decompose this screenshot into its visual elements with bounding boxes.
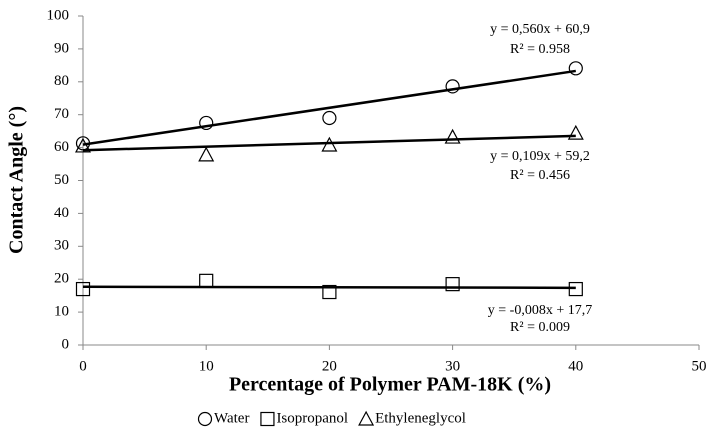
x-axis-title: Percentage of Polymer PAM-18K (%) bbox=[229, 374, 551, 396]
point bbox=[568, 281, 583, 297]
point bbox=[445, 79, 460, 94]
trendline-equation: y = 0,109x + 59,2 bbox=[490, 149, 590, 164]
legend-symbol bbox=[358, 410, 375, 426]
point bbox=[568, 61, 583, 76]
y-tick-label: 80 bbox=[54, 73, 69, 89]
trendline-r2: R² = 0.958 bbox=[510, 42, 570, 57]
point bbox=[444, 128, 461, 144]
point bbox=[75, 281, 91, 297]
legend-label: Water bbox=[214, 410, 249, 426]
trendline-equation: y = 0,560x + 60,9 bbox=[490, 22, 590, 37]
point bbox=[199, 115, 214, 131]
trendline-r2: R² = 0.456 bbox=[510, 168, 570, 183]
point bbox=[321, 136, 338, 152]
legend-label: Ethyleneglycol bbox=[375, 410, 466, 426]
x-tick-label: 30 bbox=[445, 358, 460, 374]
y-tick-label: 90 bbox=[54, 40, 69, 56]
trendline bbox=[82, 69, 576, 146]
point bbox=[74, 137, 92, 153]
point bbox=[567, 124, 584, 140]
point bbox=[322, 284, 337, 300]
legend-symbol bbox=[260, 411, 275, 427]
point bbox=[198, 146, 215, 162]
y-tick-label: 70 bbox=[54, 106, 69, 122]
x-tick-label: 10 bbox=[199, 358, 214, 374]
trendline bbox=[82, 134, 576, 152]
y-tick-label: 40 bbox=[54, 205, 69, 221]
point bbox=[322, 110, 337, 126]
y-tick-label: 50 bbox=[54, 172, 69, 188]
point bbox=[445, 277, 460, 292]
legend-label: Isopropanol bbox=[276, 410, 348, 426]
trendline bbox=[82, 285, 576, 290]
x-tick-label: 0 bbox=[79, 358, 87, 374]
y-axis-title: Contact Angle (°) bbox=[6, 106, 28, 254]
x-tick-label: 50 bbox=[692, 358, 707, 374]
trendline-equation: y = -0,008x + 17,7 bbox=[488, 303, 592, 318]
trendline-r2: R² = 0.009 bbox=[510, 320, 570, 335]
y-tick-label: 60 bbox=[54, 139, 69, 155]
legend-symbol bbox=[197, 411, 213, 427]
y-tick-label: 0 bbox=[62, 336, 70, 352]
y-tick-label: 30 bbox=[54, 238, 69, 254]
y-tick-label: 10 bbox=[54, 304, 69, 320]
y-tick-label: 100 bbox=[47, 7, 70, 23]
x-tick-label: 40 bbox=[568, 358, 583, 374]
point bbox=[199, 273, 214, 288]
y-tick-label: 20 bbox=[54, 271, 69, 287]
x-tick-label: 20 bbox=[322, 358, 337, 374]
